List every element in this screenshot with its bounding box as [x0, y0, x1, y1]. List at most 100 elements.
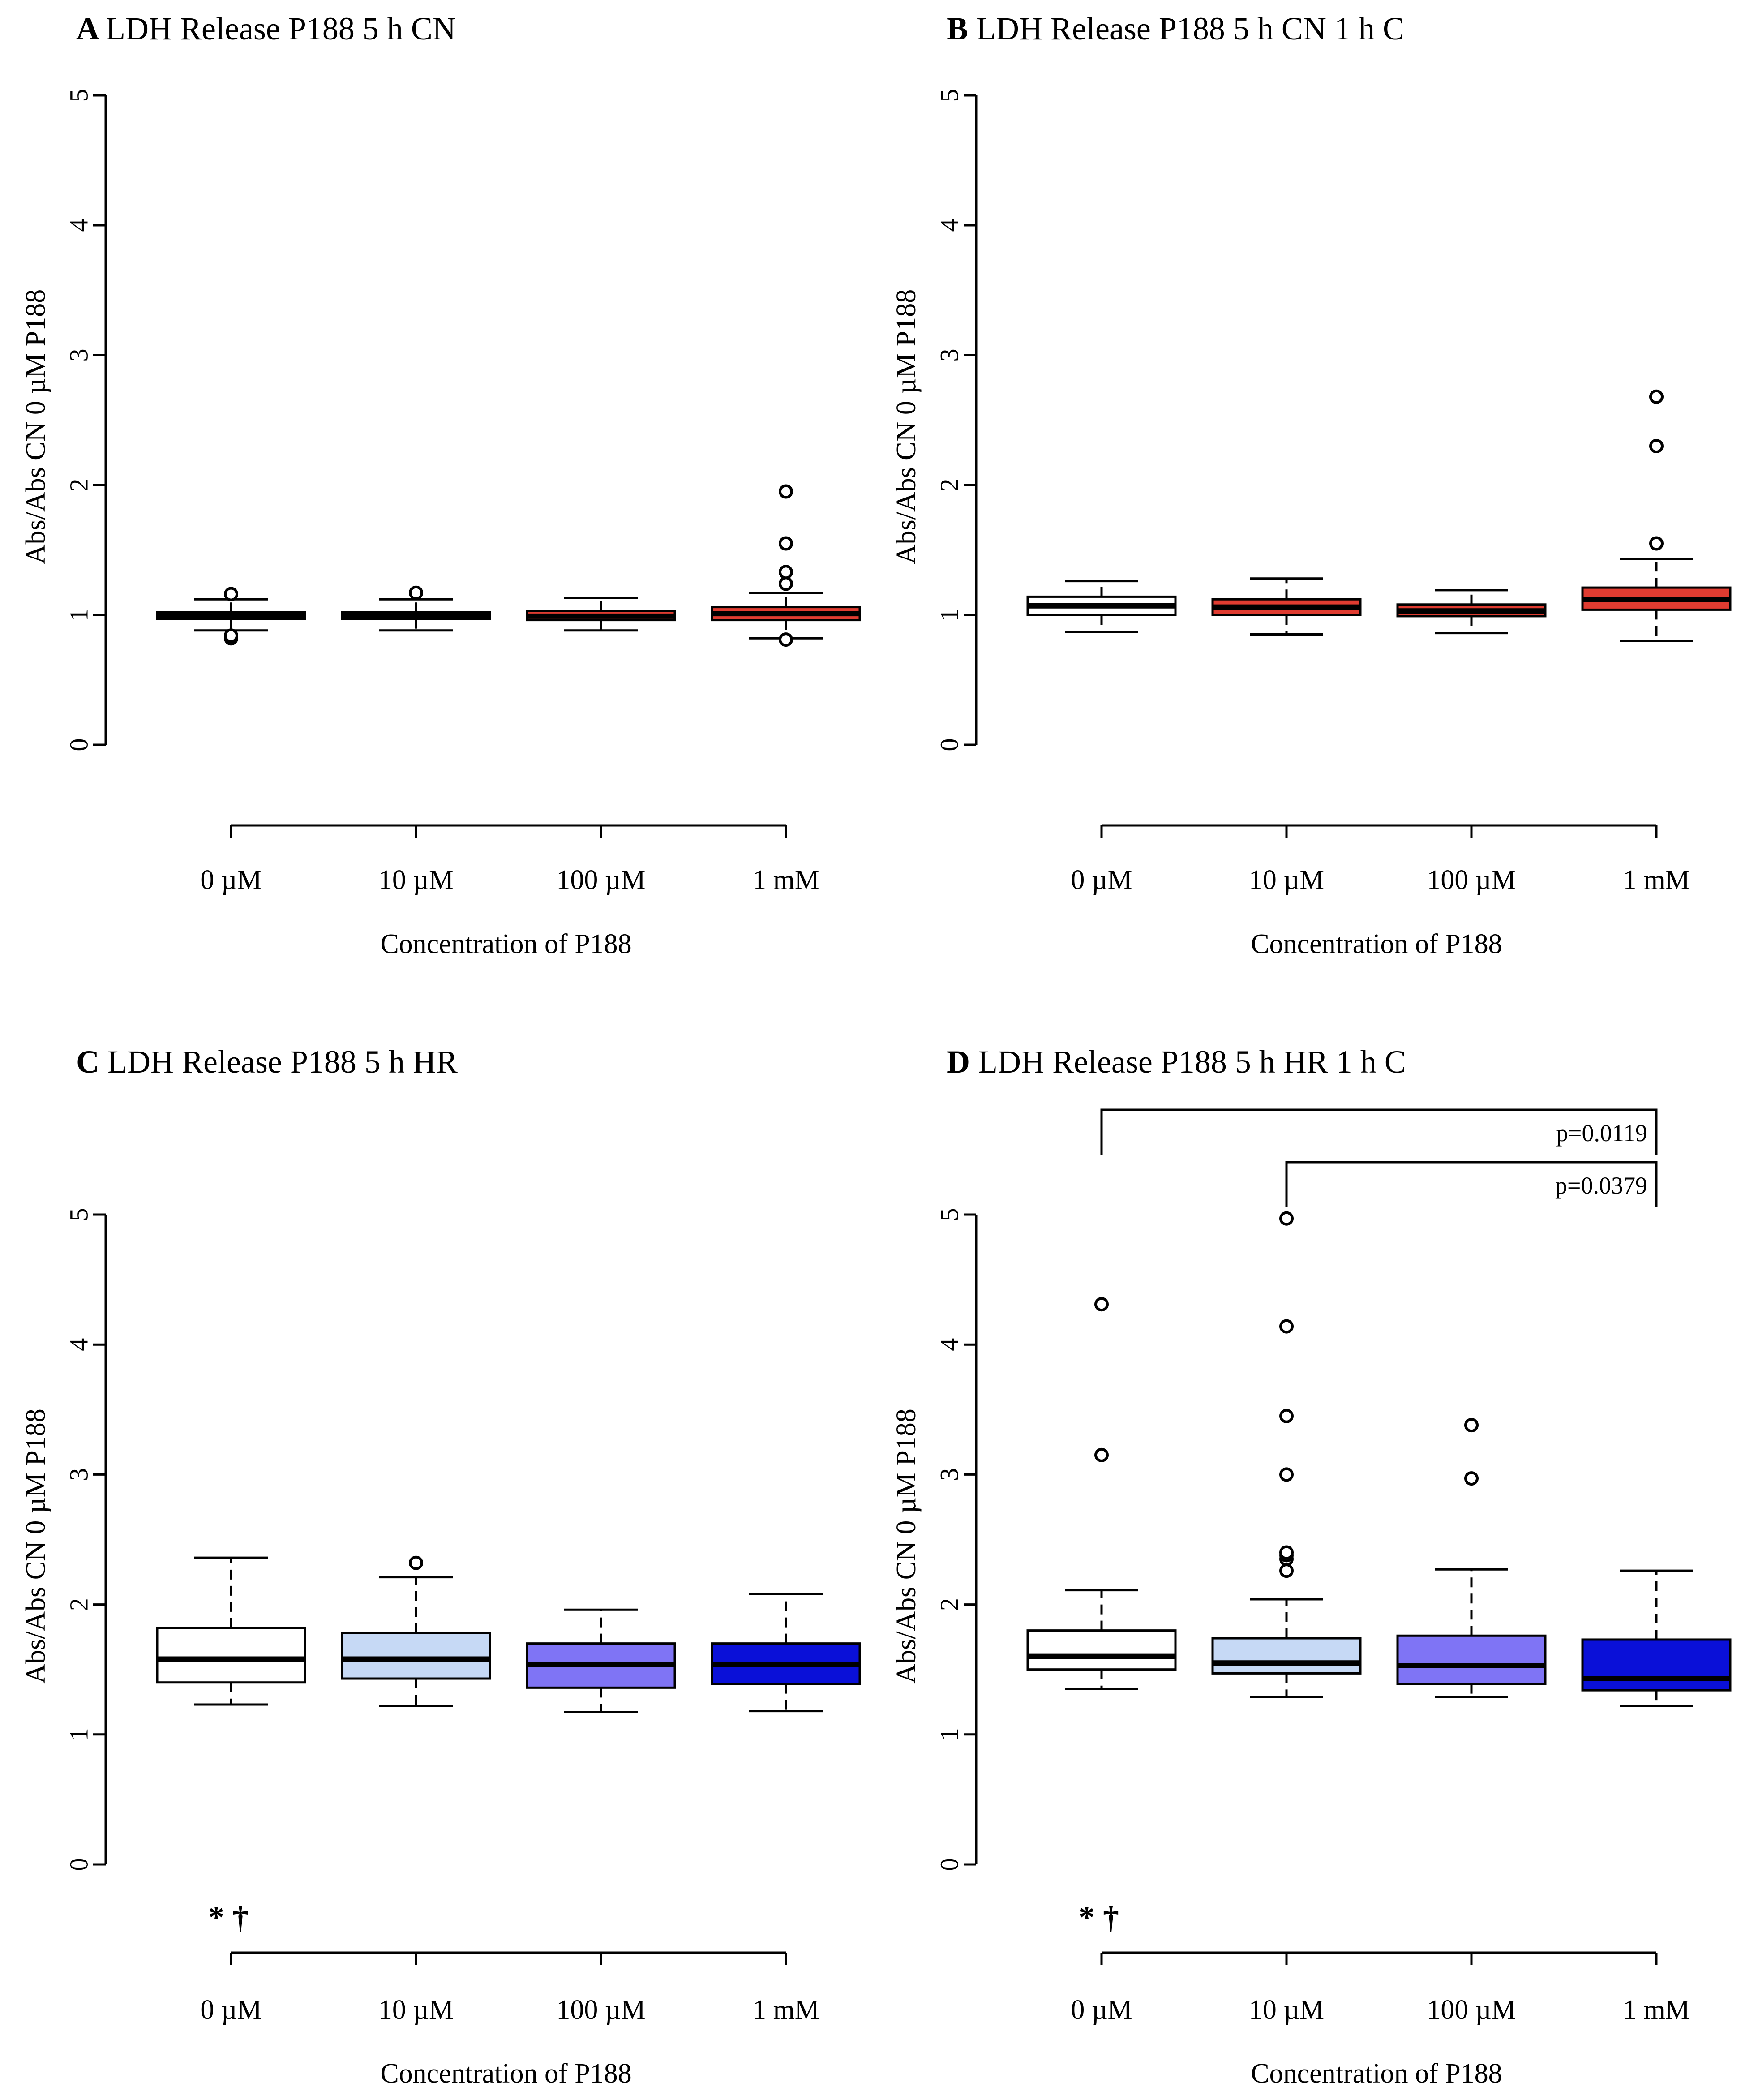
box-2 — [341, 585, 491, 632]
significance-symbols: * † — [1079, 1899, 1119, 1935]
y-axis-title: Abs/Abs CN 0 µM P188 — [891, 1409, 922, 1684]
box-1 — [156, 587, 306, 646]
x-tick-label: 0 µM — [1071, 1995, 1132, 2025]
y-tick-label: 1 — [935, 609, 964, 622]
outlier-point — [1649, 439, 1664, 453]
y-tick-label: 5 — [935, 1208, 964, 1221]
panel-letter: A — [76, 11, 106, 47]
y-tick-label: 0 — [935, 739, 964, 752]
box-4 — [711, 1593, 861, 1713]
y-tick-label: 4 — [935, 1338, 964, 1351]
outlier-point — [779, 576, 793, 591]
p-value-label: p=0.0119 — [1556, 1120, 1647, 1147]
panel-d: D LDH Release P188 5 h HR 1 h C 0 1 2 3 4 5 Abs… — [891, 1044, 1732, 2089]
outlier-point — [224, 628, 238, 643]
outlier-point — [1094, 1297, 1109, 1312]
panel-title: A LDH Release P188 5 h CN — [76, 11, 456, 47]
box-3 — [1396, 589, 1547, 635]
box-2 — [341, 1555, 491, 1707]
panel-title: B LDH Release P188 5 h CN 1 h C — [947, 11, 1404, 47]
y-tick-label: 2 — [64, 1598, 94, 1611]
x-axis-title: Concentration of P188 — [1251, 929, 1502, 959]
y-tick-label: 2 — [64, 479, 94, 492]
panel-b: B LDH Release P188 5 h CN 1 h C 0 1 2 3 4 5 Abs… — [891, 11, 1732, 959]
y-tick-label: 3 — [935, 1468, 964, 1481]
x-tick-label: 0 µM — [200, 1995, 262, 2025]
outlier-point — [1279, 1467, 1294, 1482]
y-tick-label: 2 — [935, 479, 964, 492]
outlier-point — [1279, 1545, 1294, 1560]
box-body — [1581, 1638, 1732, 1692]
outlier-point — [779, 632, 793, 647]
significance-symbols: * † — [208, 1899, 249, 1935]
outlier-point — [1464, 1471, 1479, 1486]
x-tick-label: 1 mM — [1623, 1995, 1690, 2025]
box-2 — [1211, 1211, 1362, 1698]
y-tick-label: 0 — [935, 1858, 964, 1871]
box-1 — [1026, 580, 1177, 633]
box-2 — [1211, 577, 1362, 636]
box-3 — [526, 597, 676, 632]
y-tick-label: 5 — [64, 1208, 94, 1221]
panel-title: D LDH Release P188 5 h HR 1 h C — [947, 1044, 1406, 1080]
y-tick-label: 4 — [64, 1338, 94, 1351]
x-tick-label: 10 µM — [1249, 1995, 1324, 2025]
y-tick-label: 4 — [935, 219, 964, 232]
box-3 — [526, 1608, 676, 1713]
outlier-point — [409, 1555, 423, 1570]
x-tick-label: 100 µM — [556, 1995, 645, 2025]
panel-c: C LDH Release P188 5 h HR 0 1 2 3 4 5 Abs/Abs C… — [21, 1044, 861, 2089]
x-tick-label: 1 mM — [752, 1995, 819, 2025]
box-body — [1211, 1637, 1362, 1675]
box-body — [341, 1632, 491, 1680]
outlier-point — [1649, 536, 1664, 551]
y-tick-label: 5 — [64, 89, 94, 102]
outlier-point — [1649, 389, 1664, 404]
y-tick-label: 3 — [935, 349, 964, 362]
x-tick-label: 100 µM — [556, 865, 645, 895]
outlier-point — [1279, 1409, 1294, 1423]
box-3 — [1396, 1418, 1547, 1698]
outlier-point — [409, 585, 423, 600]
x-tick-label: 10 µM — [378, 865, 454, 895]
x-tick-label: 1 mM — [752, 865, 819, 895]
panel-letter: B — [947, 11, 976, 47]
panel-title: C LDH Release P188 5 h HR — [76, 1044, 458, 1080]
box-4 — [1581, 389, 1732, 642]
y-tick-label: 4 — [64, 219, 94, 232]
outlier-point — [1279, 1563, 1294, 1578]
y-tick-label: 1 — [935, 1728, 964, 1741]
x-axis-title: Concentration of P188 — [380, 929, 631, 959]
panel-letter: C — [76, 1044, 107, 1080]
box-1 — [1026, 1297, 1177, 1690]
x-axis-title: Concentration of P188 — [380, 2058, 631, 2089]
y-tick-label: 0 — [64, 1858, 94, 1871]
x-tick-label: 0 µM — [200, 865, 262, 895]
y-tick-label: 3 — [64, 1468, 94, 1481]
x-tick-label: 100 µM — [1427, 865, 1516, 895]
box-body — [156, 1627, 306, 1684]
box-4 — [1581, 1569, 1732, 1707]
y-axis-title: Abs/Abs CN 0 µM P188 — [21, 1409, 51, 1684]
x-tick-label: 1 mM — [1623, 865, 1690, 895]
outlier-point — [1279, 1211, 1294, 1226]
y-axis-title: Abs/Abs CN 0 µM P188 — [21, 289, 51, 565]
y-tick-label: 1 — [64, 609, 94, 622]
x-tick-label: 0 µM — [1071, 865, 1132, 895]
x-tick-label: 10 µM — [378, 1995, 454, 2025]
y-tick-label: 2 — [935, 1598, 964, 1611]
x-tick-label: 10 µM — [1249, 865, 1324, 895]
y-axis-title: Abs/Abs CN 0 µM P188 — [891, 289, 922, 565]
panel-title-text: LDH Release P188 5 h HR — [107, 1044, 458, 1080]
outlier-point — [1464, 1418, 1479, 1433]
x-tick-label: 100 µM — [1427, 1995, 1516, 2025]
y-tick-label: 5 — [935, 89, 964, 102]
box-4 — [711, 484, 861, 647]
box-1 — [156, 1556, 306, 1706]
y-tick-label: 1 — [64, 1728, 94, 1741]
outlier-point — [779, 565, 793, 580]
y-tick-label: 0 — [64, 739, 94, 752]
y-tick-label: 3 — [64, 349, 94, 362]
box-body — [1026, 1629, 1177, 1671]
